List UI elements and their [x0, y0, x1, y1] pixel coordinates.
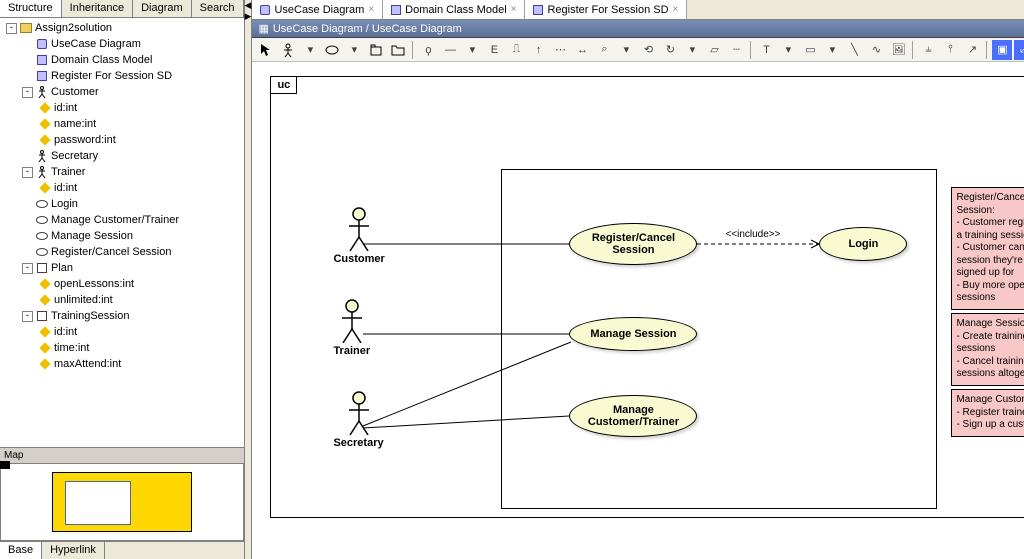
system-boundary: [501, 169, 937, 509]
tree-item[interactable]: Login: [2, 196, 242, 212]
note[interactable]: Register/CancelSession:- Customer regist…: [951, 187, 1024, 310]
arrow-icon[interactable]: ↗: [962, 40, 982, 60]
editor-tab[interactable]: Domain Class Model×: [383, 0, 525, 19]
tree-item[interactable]: openLessons:int: [2, 276, 242, 292]
rect-tool-icon[interactable]: ▭: [800, 40, 820, 60]
note[interactable]: Manage Session:- Create trainingsessions…: [951, 313, 1024, 386]
diagram-canvas[interactable]: uc <<include>> Customer Trainer Secretary R…: [252, 62, 1024, 559]
actor-secretary[interactable]: Secretary: [333, 391, 383, 449]
model-tree[interactable]: -Assign2solutionUseCase DiagramDomain Cl…: [0, 18, 244, 447]
refresh-icon[interactable]: ↻: [660, 40, 680, 60]
close-tab-icon[interactable]: ×: [673, 4, 679, 15]
select-tool-icon[interactable]: [256, 40, 276, 60]
editor-tab[interactable]: UseCase Diagram×: [252, 0, 383, 19]
tab-search[interactable]: Search: [192, 0, 244, 17]
package-tool-icon[interactable]: [366, 40, 386, 60]
tab-hyperlink[interactable]: Hyperlink: [42, 542, 105, 559]
expand-right-icon[interactable]: ▶: [245, 11, 252, 22]
tree-item[interactable]: UseCase Diagram: [2, 36, 242, 52]
zoom-icon[interactable]: ⌕: [594, 40, 614, 60]
usecase[interactable]: Manage Customer/Trainer: [569, 395, 697, 437]
text-icon[interactable]: T: [756, 40, 776, 60]
note-tool-icon[interactable]: ▱: [704, 40, 724, 60]
pan-tool-icon[interactable]: ↔: [572, 40, 592, 60]
tree-item[interactable]: Manage Customer/Trainer: [2, 212, 242, 228]
text-tool-icon[interactable]: E: [484, 40, 504, 60]
folder-tool-icon[interactable]: [388, 40, 408, 60]
align-icon[interactable]: ⫨: [918, 40, 938, 60]
dropdown-icon[interactable]: ▾: [462, 40, 482, 60]
tree-item[interactable]: Domain Class Model: [2, 52, 242, 68]
up-arrow-icon[interactable]: ↑: [528, 40, 548, 60]
dropdown-icon[interactable]: ▾: [822, 40, 842, 60]
tree-item[interactable]: -TrainingSession: [2, 308, 242, 324]
editor-tabs: UseCase Diagram×Domain Class Model×Regis…: [252, 0, 1024, 20]
tab-diagram[interactable]: Diagram: [133, 0, 192, 17]
collapse-left-icon[interactable]: ◀: [245, 0, 252, 11]
tree-item[interactable]: -Customer: [2, 84, 242, 100]
curve-icon[interactable]: ∿: [866, 40, 886, 60]
editor-tab[interactable]: Register For Session SD×: [525, 0, 687, 19]
tab-inheritance[interactable]: Inheritance: [62, 0, 133, 17]
actor-tool-icon[interactable]: [278, 40, 298, 60]
map-view[interactable]: [0, 463, 244, 541]
tree-item[interactable]: id:int: [2, 100, 242, 116]
diagram-frame: uc <<include>> Customer Trainer Secretary R…: [270, 76, 1024, 518]
resize-tool-icon[interactable]: ⤢: [1014, 40, 1024, 60]
tree-item[interactable]: -Trainer: [2, 164, 242, 180]
dropdown-icon[interactable]: ▾: [616, 40, 636, 60]
tree-root[interactable]: -Assign2solution: [2, 20, 242, 36]
dropdown-icon[interactable]: ▾: [344, 40, 364, 60]
actor-customer[interactable]: Customer: [333, 207, 384, 265]
tree-item[interactable]: name:int: [2, 116, 242, 132]
tree-item[interactable]: Manage Session: [2, 228, 242, 244]
tree-item[interactable]: -Plan: [2, 260, 242, 276]
image-tool-icon[interactable]: 🖼: [888, 40, 908, 60]
tree-item[interactable]: id:int: [2, 324, 242, 340]
bottom-tabs: Base Hyperlink: [0, 541, 244, 559]
breadcrumb-text: UseCase Diagram / UseCase Diagram: [273, 23, 462, 35]
map-thumbnail[interactable]: [52, 472, 192, 532]
diagram-toolbar: ▾ ▾ ϙ — ▾ E ⎍ ↑ ⋯ ↔ ⌕ ▾ ⟲ ↻ ▾ ▱ ┄ T ▾ ▭ …: [252, 38, 1024, 62]
dropdown-icon[interactable]: ▾: [300, 40, 320, 60]
dropdown-icon[interactable]: ▾: [682, 40, 702, 60]
fork-tool-icon[interactable]: ϙ: [418, 40, 438, 60]
frame-label: uc: [271, 77, 297, 94]
tree-item[interactable]: maxAttend:int: [2, 356, 242, 372]
usecase[interactable]: Login: [819, 227, 907, 261]
usecase-tool-icon[interactable]: [322, 40, 342, 60]
distribute-icon[interactable]: ⫯: [940, 40, 960, 60]
anchor-tool-icon[interactable]: ⎍: [506, 40, 526, 60]
usecase[interactable]: Register/Cancel Session: [569, 223, 697, 265]
dropdown-icon[interactable]: ▾: [778, 40, 798, 60]
panel-divider[interactable]: ◀ ▶: [245, 0, 253, 559]
close-tab-icon[interactable]: ×: [511, 4, 517, 15]
tab-base[interactable]: Base: [0, 542, 42, 559]
structure-tabs: Structure Inheritance Diagram Search: [0, 0, 244, 18]
left-panel: Structure Inheritance Diagram Search -As…: [0, 0, 245, 559]
tab-structure[interactable]: Structure: [0, 0, 62, 17]
line-tool-icon[interactable]: —: [440, 40, 460, 60]
tree-item[interactable]: Register For Session SD: [2, 68, 242, 84]
tree-item[interactable]: unlimited:int: [2, 292, 242, 308]
diagram-icon: ▦: [258, 22, 268, 35]
dots-icon[interactable]: ⋯: [550, 40, 570, 60]
tree-item[interactable]: id:int: [2, 180, 242, 196]
include-label: <<include>>: [725, 229, 780, 240]
line2-icon[interactable]: ╲: [844, 40, 864, 60]
tree-item[interactable]: time:int: [2, 340, 242, 356]
fill-tool-icon[interactable]: ▣: [992, 40, 1012, 60]
splitter-handles[interactable]: [0, 461, 264, 469]
actor-trainer[interactable]: Trainer: [333, 299, 370, 357]
tree-item[interactable]: Secretary: [2, 148, 242, 164]
editor-panel: UseCase Diagram×Domain Class Model×Regis…: [252, 0, 1024, 559]
tree-item[interactable]: password:int: [2, 132, 242, 148]
rotate-icon[interactable]: ⟲: [638, 40, 658, 60]
breadcrumb: ▦ UseCase Diagram / UseCase Diagram: [252, 20, 1024, 38]
tree-item[interactable]: Register/Cancel Session: [2, 244, 242, 260]
usecase[interactable]: Manage Session: [569, 317, 697, 351]
note[interactable]: Manage Customer/Trainer:- Register train…: [951, 389, 1024, 437]
close-tab-icon[interactable]: ×: [368, 4, 374, 15]
dash-icon[interactable]: ┄: [726, 40, 746, 60]
